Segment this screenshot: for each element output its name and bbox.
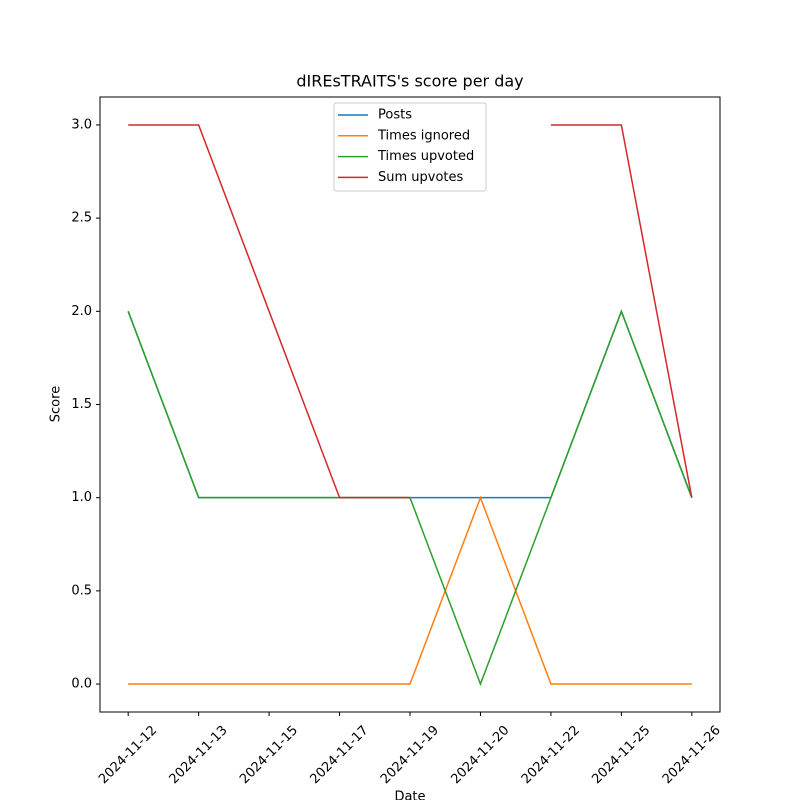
y-tick-label: 2.0 [71, 304, 92, 319]
y-tick-label: 0.0 [71, 677, 92, 692]
series-line [128, 124, 693, 499]
y-tick-label: 0.5 [71, 583, 92, 598]
legend-label: Times upvoted [377, 149, 474, 164]
plot-frame [99, 96, 721, 713]
y-tick-label: 2.5 [71, 211, 92, 226]
x-axis-label: Date [394, 790, 425, 800]
chart-title: dIREsTRAITS's score per day [296, 72, 523, 91]
y-axis-label: Score [49, 386, 64, 422]
y-tick-label: 1.5 [71, 397, 92, 412]
legend-label: Times ignored [377, 128, 470, 143]
series-line [128, 495, 692, 685]
legend-label: Sum upvotes [378, 170, 464, 185]
legend-box [333, 102, 487, 192]
y-tick-label: 3.0 [71, 117, 92, 132]
legend-label: Posts [378, 108, 412, 123]
y-tick-label: 1.0 [71, 490, 92, 505]
